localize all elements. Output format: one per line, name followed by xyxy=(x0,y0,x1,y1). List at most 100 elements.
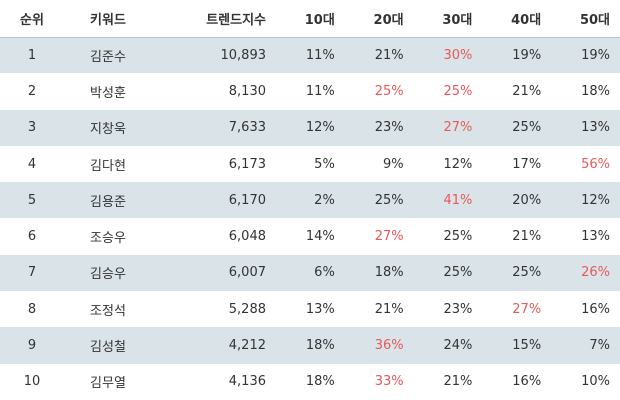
trend-index-cell: 5,288 xyxy=(228,301,266,317)
rank-cell: 5 xyxy=(27,192,37,208)
age-20s-cell: 33% xyxy=(374,374,404,390)
age-50s-cell: 12% xyxy=(581,192,610,208)
age-10s-cell: 11% xyxy=(305,83,335,99)
header-rank: 순위 xyxy=(20,12,44,28)
age-10s-cell: 18% xyxy=(305,338,335,354)
header-row: 순위 키워드 트렌드지수 10대 20대 30대 40대 50대 xyxy=(0,0,620,37)
age-30s-cell: 25% xyxy=(443,265,473,281)
trend-index-cell: 8,130 xyxy=(228,83,266,99)
age-20s-cell: 18% xyxy=(374,265,404,281)
keyword-cell: 지창욱 xyxy=(90,122,126,138)
table-row: 1 김준수 10,893 11% 21% 30% 19% 19% xyxy=(0,37,620,74)
keyword-cell: 조정석 xyxy=(90,303,126,319)
age-20s-cell: 23% xyxy=(374,120,404,136)
age-10s-cell: 6% xyxy=(314,265,335,281)
keyword-cell: 김다현 xyxy=(90,158,126,174)
trend-index-cell: 6,173 xyxy=(228,156,266,172)
age-10s-cell: 13% xyxy=(305,301,335,317)
age-30s-cell: 12% xyxy=(443,156,473,172)
header-age-50s: 50대 xyxy=(579,12,610,28)
trend-index-cell: 6,048 xyxy=(228,229,266,245)
keyword-cell: 김성철 xyxy=(90,340,126,356)
age-50s-cell: 13% xyxy=(581,229,610,245)
rank-cell: 9 xyxy=(27,338,37,354)
rank-cell: 7 xyxy=(27,265,37,281)
age-10s-cell: 2% xyxy=(314,192,335,208)
table-row: 5 김용준 6,170 2% 25% 41% 20% 12% xyxy=(0,182,620,219)
age-20s-cell: 21% xyxy=(374,47,404,63)
age-40s-cell: 15% xyxy=(512,338,542,354)
age-10s-cell: 11% xyxy=(305,47,335,63)
age-40s-cell: 20% xyxy=(512,192,542,208)
trend-index-cell: 6,007 xyxy=(228,265,266,281)
age-40s-cell: 19% xyxy=(512,47,542,63)
age-40s-cell: 21% xyxy=(512,83,542,99)
table-header: 순위 키워드 트렌드지수 10대 20대 30대 40대 50대 xyxy=(0,0,620,37)
age-40s-cell: 21% xyxy=(512,229,542,245)
age-30s-cell: 30% xyxy=(443,47,473,63)
age-40s-cell: 27% xyxy=(512,301,542,317)
age-30s-cell: 23% xyxy=(443,301,473,317)
table-body: 1 김준수 10,893 11% 21% 30% 19% 19% 2 박성훈 8… xyxy=(0,37,620,400)
age-30s-cell: 24% xyxy=(443,338,473,354)
age-20s-cell: 9% xyxy=(382,156,404,172)
age-20s-cell: 25% xyxy=(374,83,404,99)
header-age-40s: 40대 xyxy=(511,12,542,28)
keyword-cell: 조승우 xyxy=(90,231,126,247)
age-40s-cell: 16% xyxy=(512,374,542,390)
age-50s-cell: 56% xyxy=(581,156,610,172)
trend-index-cell: 7,633 xyxy=(228,120,266,136)
table-row: 10 김무열 4,136 18% 33% 21% 16% 10% xyxy=(0,363,620,400)
rank-cell: 10 xyxy=(23,374,41,390)
rank-cell: 1 xyxy=(27,47,37,63)
trend-index-cell: 6,170 xyxy=(228,192,266,208)
rank-cell: 8 xyxy=(27,301,37,317)
age-20s-cell: 36% xyxy=(374,338,404,354)
keyword-cell: 김무열 xyxy=(90,376,126,392)
header-age-10s: 10대 xyxy=(304,12,335,28)
age-50s-cell: 18% xyxy=(581,83,610,99)
age-30s-cell: 27% xyxy=(443,120,473,136)
keyword-cell: 박성훈 xyxy=(90,85,126,101)
keyword-cell: 김용준 xyxy=(90,194,126,210)
table-row: 4 김다현 6,173 5% 9% 12% 17% 56% xyxy=(0,145,620,183)
trend-index-cell: 4,212 xyxy=(228,338,266,354)
header-age-30s: 30대 xyxy=(442,12,473,28)
age-40s-cell: 25% xyxy=(512,120,542,136)
age-30s-cell: 21% xyxy=(443,374,473,390)
age-30s-cell: 25% xyxy=(443,229,473,245)
age-40s-cell: 25% xyxy=(512,265,542,281)
age-50s-cell: 26% xyxy=(581,265,610,281)
table-row: 2 박성훈 8,130 11% 25% 25% 21% 18% xyxy=(0,73,620,110)
table-row: 3 지창욱 7,633 12% 23% 27% 25% 13% xyxy=(0,109,620,146)
age-30s-cell: 25% xyxy=(443,83,473,99)
age-50s-cell: 13% xyxy=(581,120,610,136)
header-trend-index: 트렌드지수 xyxy=(206,12,266,28)
table-row: 6 조승우 6,048 14% 27% 25% 21% 13% xyxy=(0,218,620,255)
trend-index-cell: 4,136 xyxy=(228,374,266,390)
age-50s-cell: 10% xyxy=(581,374,610,390)
age-10s-cell: 5% xyxy=(314,156,335,172)
age-50s-cell: 19% xyxy=(581,47,610,63)
header-age-20s: 20대 xyxy=(373,12,404,28)
age-50s-cell: 7% xyxy=(589,338,610,354)
keyword-cell: 김준수 xyxy=(90,49,126,65)
age-40s-cell: 17% xyxy=(512,156,542,172)
trend-index-cell: 10,893 xyxy=(220,47,267,63)
rank-cell: 6 xyxy=(27,229,37,245)
age-20s-cell: 21% xyxy=(374,301,404,317)
rank-cell: 4 xyxy=(27,156,37,172)
age-50s-cell: 16% xyxy=(581,301,610,317)
age-30s-cell: 41% xyxy=(443,192,473,208)
table-row: 8 조정석 5,288 13% 21% 23% 27% 16% xyxy=(0,291,620,328)
keyword-cell: 김승우 xyxy=(90,267,126,283)
table-row: 9 김성철 4,212 18% 36% 24% 15% 7% xyxy=(0,327,620,364)
rank-cell: 2 xyxy=(27,83,37,99)
age-10s-cell: 12% xyxy=(305,120,335,136)
table-row: 7 김승우 6,007 6% 18% 25% 25% 26% xyxy=(0,254,620,292)
age-10s-cell: 18% xyxy=(305,374,335,390)
age-20s-cell: 25% xyxy=(374,192,404,208)
rank-cell: 3 xyxy=(27,120,37,136)
age-10s-cell: 14% xyxy=(305,229,335,245)
